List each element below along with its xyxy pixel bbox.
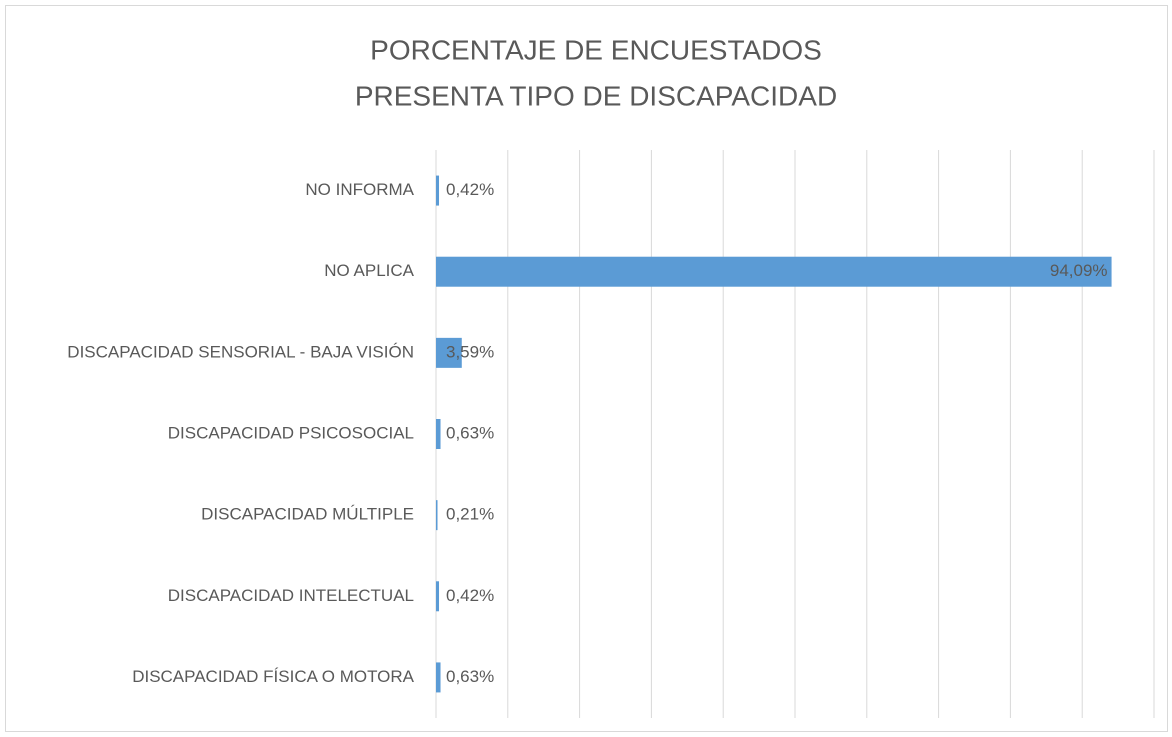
data-label: 0,63%	[446, 423, 494, 442]
data-label: 0,63%	[446, 667, 494, 686]
data-label: 3,59%	[446, 342, 494, 361]
bar	[436, 175, 440, 206]
data-label: 0,42%	[446, 180, 494, 199]
bar	[436, 337, 462, 368]
data-label: 0,21%	[446, 505, 494, 524]
y-tick-label: DISCAPACIDAD INTELECTUAL	[168, 586, 414, 605]
y-tick-label: DISCAPACIDAD MÚLTIPLE	[201, 505, 414, 524]
y-tick-label: NO APLICA	[324, 261, 414, 280]
chart-title: PRESENTA TIPO DE DISCAPACIDAD	[355, 80, 837, 111]
bar	[436, 500, 438, 531]
y-tick-label: DISCAPACIDAD FÍSICA O MOTORA	[132, 667, 414, 686]
bar	[436, 256, 1112, 287]
bar	[436, 662, 441, 693]
y-tick-label: DISCAPACIDAD PSICOSOCIAL	[168, 423, 414, 442]
y-tick-label: DISCAPACIDAD SENSORIAL - BAJA VISIÓN	[67, 342, 414, 361]
chart-border	[5, 5, 1168, 732]
chart-title: PORCENTAJE DE ENCUESTADOS	[370, 34, 822, 65]
bar	[436, 419, 441, 449]
data-label: 94,09%	[1050, 261, 1108, 280]
y-tick-label: NO INFORMA	[305, 180, 414, 199]
bar	[436, 581, 440, 612]
data-label: 0,42%	[446, 586, 494, 605]
